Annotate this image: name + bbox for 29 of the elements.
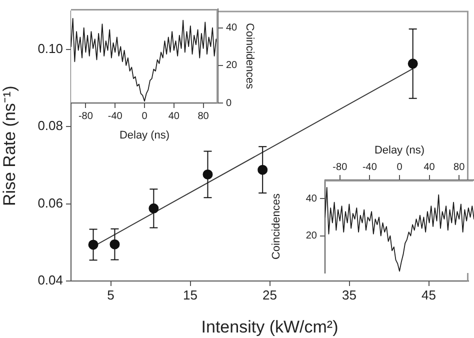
x-axis-title: Delay (ns) [374, 144, 425, 157]
y-tick-label: 0 [226, 98, 232, 109]
x-tick-label: -80 [78, 110, 94, 122]
x-tick-label: 40 [168, 110, 180, 122]
x-tick-label: 35 [342, 287, 356, 302]
y-tick-label: 0.04 [38, 272, 63, 288]
y-tick-label: 20 [226, 60, 238, 72]
x-tick-label: -40 [108, 110, 123, 122]
x-tick-label: 15 [183, 287, 198, 302]
y-tick-label: 0.10 [38, 40, 63, 56]
x-tick-label: 0 [396, 162, 403, 173]
y-axis-title: Rise Rate (ns⁻¹) [0, 86, 19, 206]
x-axis-title: Intensity (kW/cm²) [201, 317, 338, 336]
x-tick-label: -40 [362, 162, 378, 173]
x-tick-label: 80 [454, 162, 466, 173]
x-tick-label: 0 [142, 110, 148, 122]
y-axis-title: Coincidences [270, 192, 283, 260]
y-tick-label: 20 [306, 230, 318, 242]
x-axis-title: Delay (ns) [119, 129, 170, 142]
x-tick-label: 25 [262, 287, 277, 302]
x-tick-label: 5 [107, 287, 114, 302]
y-tick-label: 0.06 [38, 195, 63, 210]
y-tick-label: 40 [226, 22, 238, 34]
x-tick-label: 80 [198, 110, 210, 122]
x-tick-label: 45 [422, 287, 436, 302]
x-tick-label: -80 [332, 162, 348, 173]
y-tick-label: 0.08 [38, 118, 63, 134]
y-axis-title: Coincidences [243, 22, 256, 90]
x-tick-label: 40 [424, 162, 436, 173]
